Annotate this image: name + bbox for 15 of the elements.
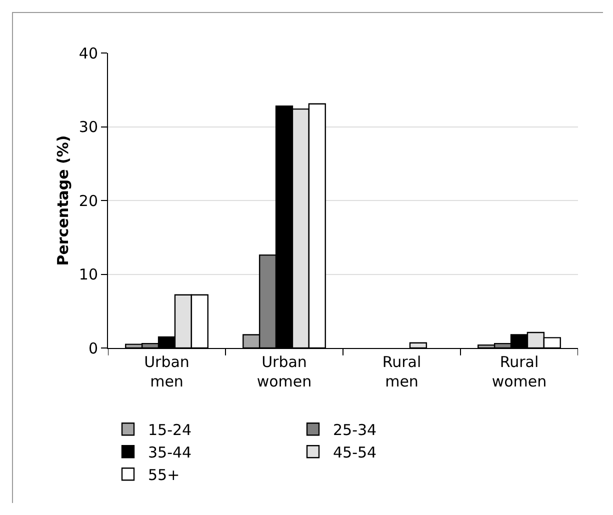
- y-tick-label: 40: [78, 44, 98, 62]
- y-tick-label: 10: [78, 266, 98, 284]
- y-tick-label: 30: [78, 118, 98, 136]
- y-tick-label: 0: [88, 339, 98, 358]
- y-tick-label: 20: [78, 192, 98, 210]
- legend-label: 55+: [148, 466, 180, 484]
- y-axis-title: Percentage (%): [54, 135, 72, 266]
- legend-label: 15-24: [148, 421, 192, 439]
- legend-label: 35-44: [148, 444, 192, 462]
- x-tick-label: Rural men: [382, 353, 422, 390]
- legend-label: 45-54: [333, 444, 377, 462]
- x-tick-label: Rural women: [492, 353, 547, 390]
- x-tick-label: Urban women: [256, 353, 312, 390]
- x-tick-label: Urban men: [144, 353, 190, 390]
- legend-label: 25-34: [333, 421, 377, 439]
